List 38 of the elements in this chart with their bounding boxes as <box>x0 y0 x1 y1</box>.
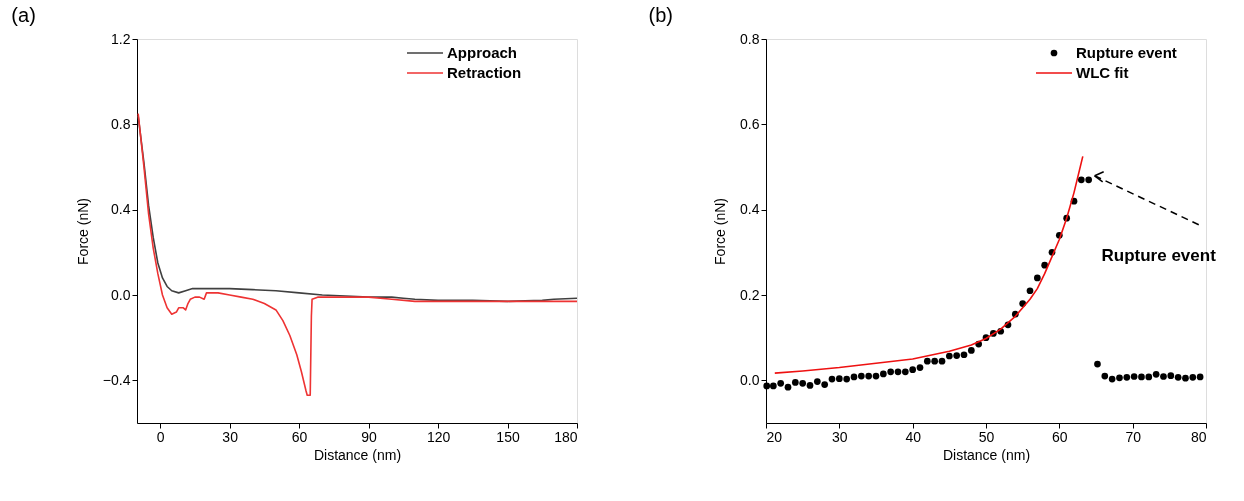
x-tick-label: 60 <box>291 428 308 445</box>
x-tick-label: 180 <box>554 428 578 445</box>
y-tick-label: 0.4 <box>111 201 131 218</box>
line-series <box>774 155 1084 374</box>
legend-label: Rupture event <box>1076 44 1177 61</box>
chart-title: (a) <box>11 4 36 26</box>
y-tick-label: 0.2 <box>740 286 760 303</box>
legend-label: Retraction <box>447 64 522 81</box>
y-tick-label: −0.4 <box>102 371 131 388</box>
y-axis-title: Force (nN) <box>712 198 729 265</box>
x-tick-label: 80 <box>1190 428 1207 445</box>
y-tick-label: 0.8 <box>111 115 131 132</box>
x-tick-label: 150 <box>496 428 520 445</box>
x-tick-label: 30 <box>832 428 848 445</box>
y-tick-label: 1.2 <box>111 30 131 47</box>
x-tick-label: 120 <box>426 428 451 445</box>
annotation: Rupture event <box>1101 245 1217 265</box>
legend-label: WLC fit <box>1076 64 1129 81</box>
chart-title: (b) <box>648 4 673 26</box>
x-tick-label: 60 <box>1052 428 1068 445</box>
x-tick-label: 50 <box>978 428 995 445</box>
x-tick-label: 40 <box>905 428 922 445</box>
y-axis-title: Force (nN) <box>74 198 91 265</box>
x-tick-label: 70 <box>1125 428 1142 445</box>
y-tick-label: 0.6 <box>740 115 760 132</box>
x-tick-label: 0 <box>156 428 165 445</box>
x-tick-label: 20 <box>766 428 783 445</box>
line-series <box>137 112 577 397</box>
legend-label: Approach <box>447 44 518 61</box>
y-tick-label: 0.4 <box>740 201 760 218</box>
x-axis-title: Distance (nm) <box>313 446 402 463</box>
y-tick-label: 0.0 <box>740 371 760 388</box>
y-tick-label: 0.0 <box>111 286 131 303</box>
x-axis-title: Distance (nm) <box>942 446 1031 463</box>
x-tick-label: 90 <box>361 428 378 445</box>
x-tick-label: 30 <box>222 428 239 445</box>
y-tick-label: 0.8 <box>740 30 760 47</box>
line-series <box>137 115 577 303</box>
